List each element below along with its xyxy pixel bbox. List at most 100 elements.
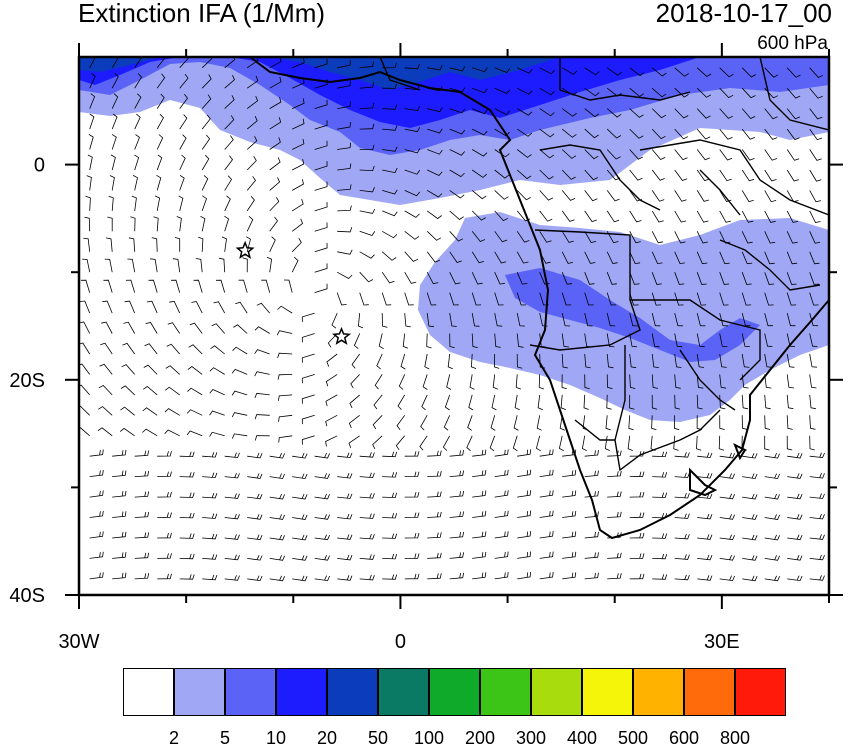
- wind-barb: [134, 134, 140, 150]
- wind-barb: [404, 271, 417, 284]
- wind-barb: [427, 573, 442, 580]
- wind-barb: [224, 493, 240, 499]
- wind-barb: [269, 534, 285, 541]
- wind-barb: [741, 231, 753, 244]
- wind-barb: [764, 415, 771, 430]
- wind-barb: [449, 292, 459, 306]
- wind-barb: [337, 163, 352, 171]
- wind-barb: [786, 128, 800, 141]
- wind-barb: [195, 258, 203, 273]
- wind-barb: [584, 374, 590, 390]
- wind-barb: [254, 414, 270, 420]
- wind-barb: [764, 353, 772, 368]
- wind-barb: [120, 406, 135, 416]
- wind-barb: [404, 169, 421, 175]
- wind-barb: [382, 492, 398, 499]
- wind-barb: [246, 116, 258, 130]
- wind-barb: [719, 473, 735, 479]
- wind-barb: [123, 321, 136, 334]
- wind-barb: [560, 394, 566, 410]
- wind-barb: [404, 512, 420, 518]
- wind-barb: [154, 195, 161, 211]
- wind-barb: [89, 490, 104, 498]
- wind-barb: [201, 94, 212, 109]
- wind-barb: [494, 169, 510, 179]
- wind-barb: [427, 471, 442, 477]
- wind-barb: [156, 73, 166, 89]
- wind-barb: [148, 279, 158, 293]
- colorbar-label: 5: [219, 728, 231, 748]
- colorbar-label: 10: [265, 728, 287, 748]
- wind-barb: [561, 292, 572, 306]
- wind-barb: [742, 452, 758, 459]
- wind-barb: [741, 169, 755, 182]
- wind-barb: [584, 251, 596, 264]
- wind-barb: [696, 149, 710, 161]
- wind-barb: [787, 493, 803, 500]
- wind-barb: [674, 231, 686, 244]
- wind-barb: [674, 292, 684, 306]
- wind-barb: [382, 210, 398, 217]
- wind-barb: [584, 449, 599, 457]
- wind-barb: [787, 514, 803, 520]
- wind-barb: [786, 67, 801, 78]
- wind-barb: [449, 108, 466, 114]
- wind-barb: [742, 555, 758, 561]
- wind-barb: [404, 573, 420, 580]
- wind-barb: [584, 552, 599, 559]
- wind-barb: [269, 117, 282, 130]
- wind-barb: [112, 572, 127, 580]
- wind-barb: [719, 67, 734, 78]
- wind-barb: [472, 490, 487, 498]
- wind-barb: [79, 321, 91, 334]
- wind-barb: [537, 394, 543, 411]
- wind-barb: [314, 161, 328, 171]
- wind-barb: [189, 322, 203, 334]
- wind-barb: [652, 574, 668, 580]
- wind-barb: [471, 251, 485, 264]
- wind-barb: [449, 87, 466, 93]
- wind-barb: [224, 534, 240, 540]
- map-datetime: 2018-10-17_00: [655, 0, 832, 28]
- wind-barb: [471, 272, 483, 285]
- wind-barb: [696, 67, 712, 77]
- wind-barb: [539, 128, 555, 138]
- wind-barb: [151, 237, 158, 252]
- wind-barb: [787, 534, 803, 541]
- wind-barb: [741, 374, 749, 389]
- wind-barb: [269, 473, 285, 480]
- wind-barb: [100, 342, 113, 355]
- wind-barb: [82, 258, 91, 273]
- wind-barb: [101, 321, 113, 334]
- wind-barb: [696, 353, 705, 368]
- wind-barb: [325, 394, 338, 407]
- wind-barb: [697, 452, 713, 459]
- wind-barb: [224, 513, 240, 520]
- wind-barb: [494, 87, 511, 94]
- wind-barb: [224, 175, 232, 191]
- colorbar-swatch: [582, 668, 633, 716]
- wind-barb: [629, 87, 645, 98]
- wind-barb: [246, 176, 257, 191]
- colorbar-swatch: [429, 668, 480, 716]
- wind-barb: [427, 65, 443, 71]
- wind-barb: [809, 415, 816, 430]
- wind-barb: [112, 552, 127, 559]
- wind-barb: [224, 452, 240, 459]
- wind-barb: [337, 493, 353, 499]
- wind-barbs: [79, 57, 825, 582]
- wind-barb: [89, 572, 104, 580]
- wind-barb: [269, 575, 285, 582]
- colorbar-swatch: [276, 668, 327, 716]
- wind-barb: [292, 473, 308, 480]
- wind-barb: [254, 326, 270, 334]
- wind-barb: [696, 108, 711, 119]
- wind-barb: [467, 415, 473, 431]
- wind-barb: [607, 573, 622, 580]
- wind-barb: [584, 353, 591, 369]
- wind-barb: [629, 313, 638, 327]
- colorbar-label: 200: [464, 728, 496, 748]
- wind-barb: [697, 472, 713, 479]
- wind-barb: [247, 555, 263, 561]
- wind-barb: [269, 96, 282, 109]
